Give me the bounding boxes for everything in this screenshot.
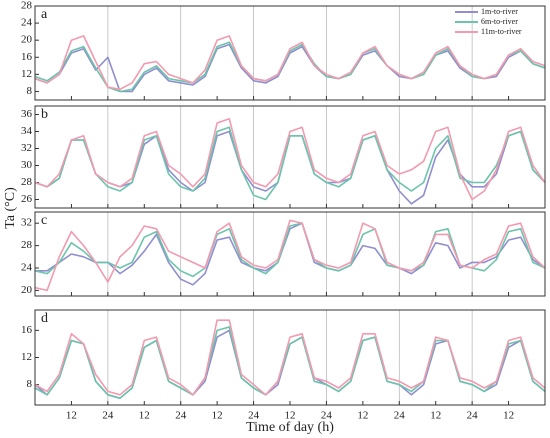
y-tick-label: 16: [21, 51, 33, 63]
y-tick-label: 28: [21, 176, 33, 188]
x-tick-label: 12: [66, 410, 77, 422]
y-tick-label: 24: [21, 17, 33, 29]
y-tick-label: 8: [27, 378, 33, 390]
y-tick-label: 28: [21, 0, 33, 12]
x-tick-label: 24: [175, 410, 187, 422]
panel-frame: [34, 211, 546, 297]
y-tick-label: 30: [21, 159, 33, 171]
panel-frame: [34, 105, 546, 209]
x-tick-label: 12: [139, 410, 150, 422]
y-tick-label: 12: [21, 351, 32, 363]
series-line: [34, 326, 546, 399]
legend-label: 11m-to-river: [481, 27, 522, 36]
y-tick-label: 8: [27, 85, 33, 97]
y-tick-label: 12: [21, 68, 32, 80]
panel-label: d: [41, 311, 48, 326]
y-tick-label: 34: [21, 125, 33, 137]
y-tick-label: 26: [21, 193, 33, 205]
y-tick-label: 32: [21, 217, 32, 229]
series-line: [34, 222, 546, 278]
panel-frame: [34, 309, 546, 406]
y-tick-label: 24: [21, 262, 33, 274]
legend-label: 1m-to-river: [481, 7, 518, 16]
x-tick-label: 12: [357, 410, 368, 422]
x-tick-label: 24: [102, 410, 114, 422]
series-line: [35, 222, 546, 286]
y-tick-label: 36: [21, 108, 33, 120]
series-line: [34, 35, 546, 91]
panel-frame: [34, 5, 546, 101]
x-tick-label: 24: [248, 410, 260, 422]
y-axis-label: Ta (°C): [3, 187, 18, 229]
y-tick-label: 20: [21, 284, 33, 296]
panel-label: c: [41, 213, 47, 228]
series-line: [34, 219, 546, 292]
y-tick-label: 16: [21, 324, 33, 336]
x-axis-label: Time of day (h): [246, 420, 334, 435]
x-tick-label: 12: [285, 410, 296, 422]
y-tick-label: 28: [21, 239, 33, 251]
legend-label: 6m-to-river: [481, 17, 518, 26]
x-tick-label: 12: [430, 410, 441, 422]
series-line: [34, 329, 546, 399]
series-line: [34, 319, 546, 396]
x-tick-label: 24: [321, 410, 333, 422]
panel-label: a: [41, 7, 48, 22]
series-line: [34, 126, 546, 201]
series-line: [34, 118, 546, 201]
panel-label: b: [41, 107, 48, 122]
x-tick-label: 24: [394, 410, 406, 422]
y-tick-label: 32: [21, 142, 32, 154]
x-tick-label: 24: [467, 410, 479, 422]
y-tick-label: 20: [21, 34, 33, 46]
x-tick-label: 12: [212, 410, 223, 422]
x-tick-label: 12: [503, 410, 514, 422]
